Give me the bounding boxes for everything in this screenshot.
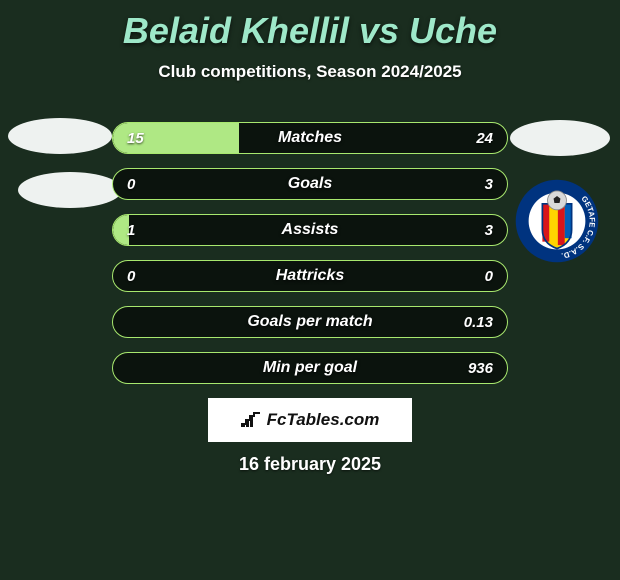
attribution-icon [241, 412, 261, 428]
stat-row: 00Hattricks [112, 260, 508, 292]
stat-label: Assists [113, 215, 507, 245]
stat-row: 03Goals [112, 168, 508, 200]
stat-label: Min per goal [113, 353, 507, 383]
attribution-badge: FcTables.com [208, 398, 412, 442]
stat-label: Goals [113, 169, 507, 199]
stat-row: 936Min per goal [112, 352, 508, 384]
comparison-barset: 1524Matches 03Goals 13Assists 00Hattricks 0.… [112, 122, 508, 398]
stat-label: Matches [113, 123, 507, 153]
player-left-avatar-placeholder-2 [18, 172, 122, 208]
date-label: 16 february 2025 [0, 454, 620, 475]
player-left-avatar-placeholder-1 [8, 118, 112, 154]
stat-row: 13Assists [112, 214, 508, 246]
stat-label: Goals per match [113, 307, 507, 337]
stat-row: 1524Matches [112, 122, 508, 154]
page-subtitle: Club competitions, Season 2024/2025 [0, 62, 620, 82]
stat-row: 0.13Goals per match [112, 306, 508, 338]
club-crest-icon: GETAFE C.F. S.A.D. [514, 178, 600, 264]
attribution-text: FcTables.com [267, 410, 380, 430]
stat-label: Hattricks [113, 261, 507, 291]
player-right-avatar-placeholder [510, 120, 610, 156]
page-title: Belaid Khellil vs Uche [0, 10, 620, 52]
